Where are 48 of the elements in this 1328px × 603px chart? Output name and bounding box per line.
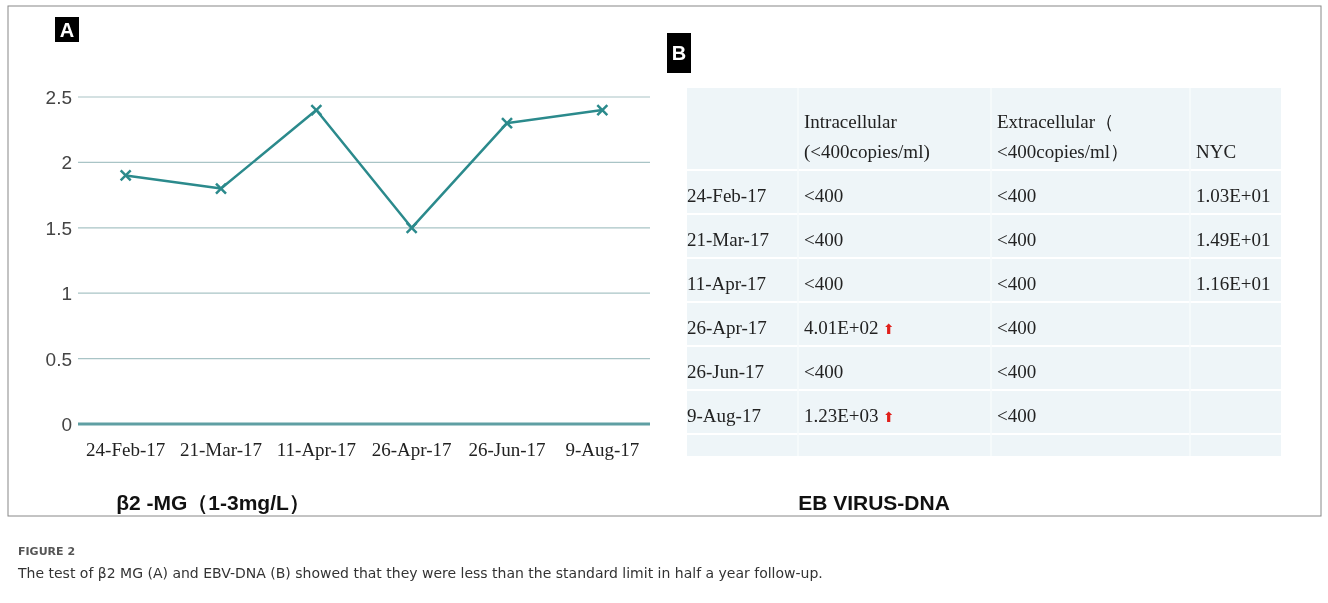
x-tick-label: 11-Apr-17 bbox=[276, 439, 356, 460]
x-axis-title: β2 -MG（1-3mg/L） bbox=[116, 491, 310, 514]
text: 1.16E+01 bbox=[1196, 273, 1271, 294]
text: <400 bbox=[997, 273, 1037, 294]
x-tick-label: 26-Jun-17 bbox=[468, 439, 546, 460]
text: A bbox=[59, 18, 75, 41]
y-tick-label: 1.5 bbox=[45, 217, 72, 239]
y-tick-label: 0 bbox=[61, 414, 72, 435]
text: <400 bbox=[997, 317, 1037, 338]
text: <400 bbox=[997, 229, 1037, 250]
y-tick-label: 0.5 bbox=[45, 348, 72, 370]
point bbox=[405, 221, 418, 235]
text: <400 bbox=[804, 361, 844, 382]
text: 4.01E+02 ⬆ bbox=[804, 317, 895, 338]
point bbox=[500, 116, 514, 130]
point bbox=[310, 103, 323, 117]
text: <400 bbox=[804, 273, 844, 294]
y-tick-label: 1 bbox=[61, 283, 72, 305]
y-tick-label: 2.5 bbox=[45, 87, 72, 108]
caption: FIGURE 2 bbox=[18, 545, 76, 558]
category-label: Intracellular (<400copies/ml) bbox=[804, 111, 930, 163]
category-label: Extracellular（<400copies/ml） bbox=[997, 111, 1130, 162]
x-tick-label: 26-Apr-17 bbox=[371, 439, 452, 460]
text: <400 bbox=[997, 185, 1037, 206]
text: 1.23E+03 ⬆ bbox=[804, 405, 895, 426]
category-label: 26-Apr-17 bbox=[687, 317, 767, 338]
text: 1.03E+01 bbox=[1196, 185, 1271, 206]
category-label: 26-Jun-17 bbox=[687, 361, 765, 382]
text: <400 bbox=[997, 361, 1037, 382]
text: <400 bbox=[997, 405, 1037, 426]
text: The test of β2 MG (A) and EBV-DNA (B) showed that they were less than the standard limit in half a year follow-up. bbox=[17, 565, 823, 581]
point bbox=[596, 103, 609, 117]
category-label: NYC bbox=[1196, 141, 1237, 162]
x-tick-label: 24-Feb-17 bbox=[86, 439, 166, 460]
text: 1.49E+01 bbox=[1196, 229, 1271, 250]
x-tick-label: 9-Aug-17 bbox=[565, 439, 640, 460]
text: <400 bbox=[804, 185, 844, 206]
category-label: 21-Mar-17 bbox=[687, 229, 769, 250]
text: EB VIRUS-DNA bbox=[798, 491, 950, 514]
category-label: 11-Apr-17 bbox=[687, 273, 767, 294]
point bbox=[119, 169, 132, 182]
x-tick-label: 21-Mar-17 bbox=[180, 439, 262, 460]
y-tick-label: 2 bbox=[61, 152, 72, 174]
text: B bbox=[671, 42, 687, 64]
category-label: 24-Feb-17 bbox=[687, 185, 767, 206]
text: <400 bbox=[804, 229, 844, 250]
point bbox=[214, 182, 228, 195]
category-label: 9-Aug-17 bbox=[687, 405, 761, 426]
